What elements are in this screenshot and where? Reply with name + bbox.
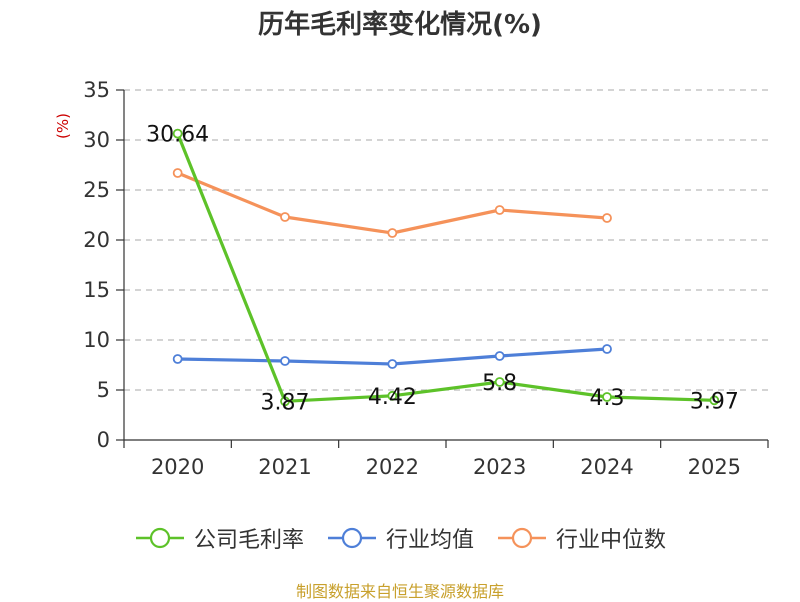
data-point — [387, 390, 398, 401]
data-point — [494, 351, 505, 361]
legend-marker-icon — [498, 527, 546, 549]
data-point — [172, 168, 183, 178]
data-label: 3.97 — [690, 389, 739, 414]
data-point — [709, 395, 720, 406]
legend-item[interactable]: 行业均值 — [326, 522, 474, 554]
legend-circle — [341, 527, 363, 549]
data-point — [602, 213, 612, 223]
x-tick-label: 2022 — [366, 455, 419, 479]
legend-label: 行业均值 — [385, 528, 474, 553]
source-note: 制图数据来自恒生聚源数据库 — [295, 582, 504, 601]
data-point — [602, 392, 612, 402]
x-tick-label: 2020 — [151, 455, 204, 479]
data-point — [387, 228, 398, 238]
legend-circle — [511, 527, 533, 549]
y-tick-label: 10 — [83, 328, 110, 352]
legend-item[interactable]: 公司毛利率 — [134, 522, 304, 554]
y-tick-label: 30 — [83, 128, 110, 152]
data-label: 4.42 — [368, 385, 417, 410]
data-labels: 30.64 3.87 4.42 5.8 4.3 3.97 — [146, 123, 739, 416]
y-tick-label: 35 — [83, 78, 110, 102]
y-axis-label: (%) — [54, 113, 72, 139]
y-tick-label: 20 — [83, 228, 110, 252]
data-point — [387, 359, 398, 369]
x-tick-label: 2024 — [580, 455, 633, 479]
data-point — [280, 396, 290, 407]
data-point — [172, 354, 183, 364]
legend-item[interactable]: 行业中位数 — [496, 522, 666, 554]
legend: 公司毛利率 行业均值 行业中位数 — [0, 518, 800, 558]
chart-title: 历年毛利率变化情况(%) — [258, 10, 542, 40]
data-label: 4.3 — [590, 386, 625, 411]
legend-label: 行业中位数 — [556, 528, 667, 553]
data-label: 5.8 — [482, 371, 517, 396]
series-line — [176, 133, 715, 403]
data-label: 3.87 — [261, 390, 310, 415]
y-tick-label: 15 — [83, 278, 110, 302]
data-point — [172, 128, 183, 139]
x-tick-label: 2025 — [688, 455, 741, 479]
legend-marker-icon — [327, 527, 376, 549]
y-tick-label: 5 — [97, 378, 110, 402]
y-tick-label: 25 — [83, 178, 110, 202]
data-point — [494, 377, 505, 387]
legend-label: 公司毛利率 — [193, 528, 304, 553]
data-point — [602, 344, 612, 354]
legend-marker-icon — [135, 527, 184, 549]
x-tick-label: 2021 — [258, 455, 311, 479]
series-lines — [172, 128, 720, 407]
data-label: 30.64 — [146, 123, 209, 148]
data-point — [280, 356, 290, 366]
x-tick-label: 2023 — [473, 455, 526, 479]
legend-circle — [149, 527, 171, 549]
data-point — [494, 205, 505, 215]
y-tick-label: 0 — [97, 428, 110, 452]
series-line — [177, 171, 608, 235]
data-point — [280, 212, 290, 222]
